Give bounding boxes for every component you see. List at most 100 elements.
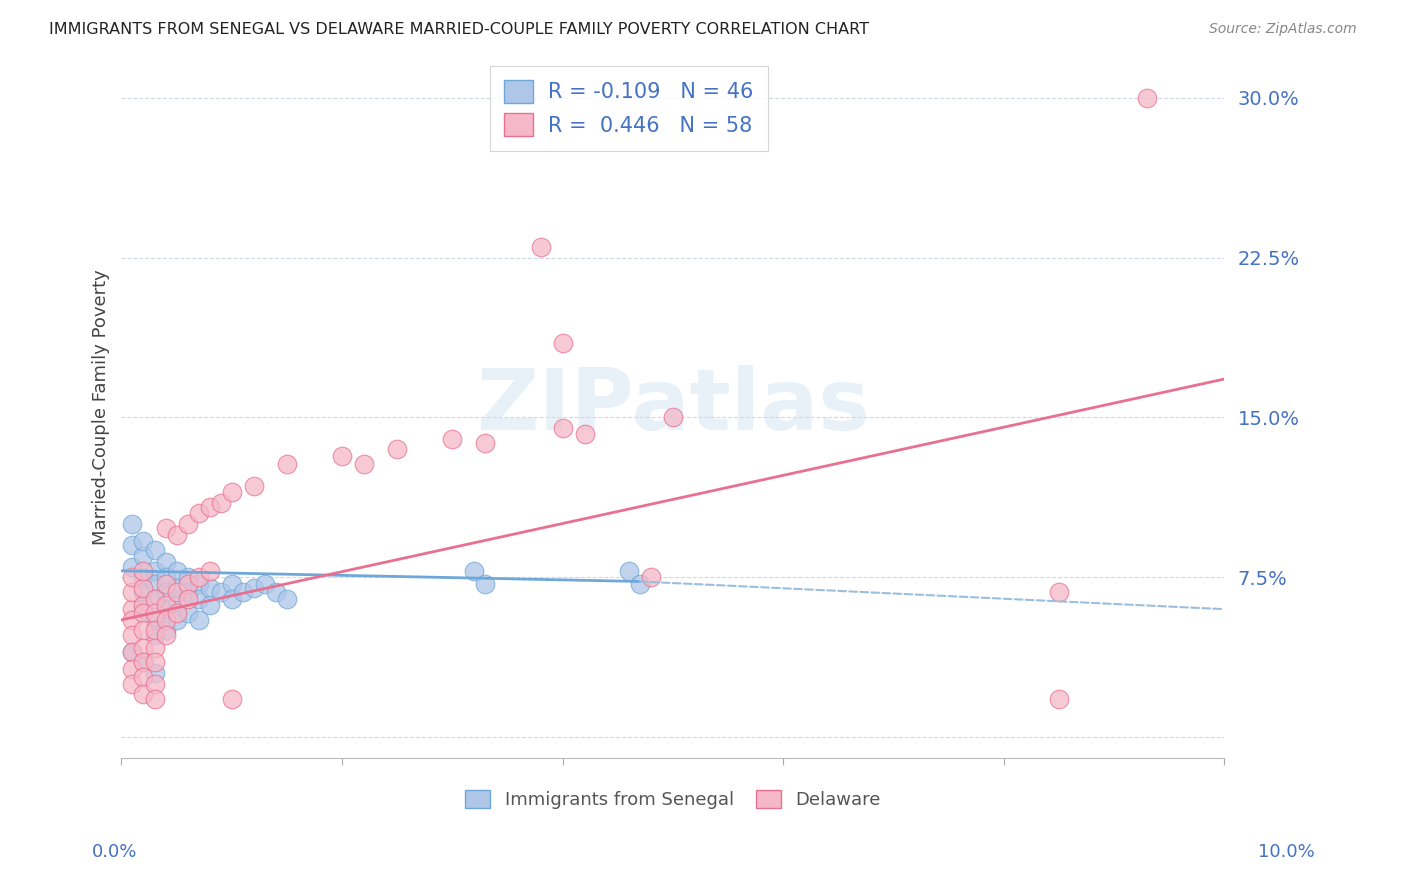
Point [143,691,166,706]
Point [187,576,209,591]
Point [232,585,254,599]
Point [132,687,155,701]
Point [385,442,408,457]
Point [253,576,276,591]
Point [166,613,188,627]
Point [143,613,166,627]
Point [276,457,298,471]
Point [187,570,209,584]
Point [121,677,143,691]
Point [474,576,496,591]
Point [143,640,166,655]
Text: IMMIGRANTS FROM SENEGAL VS DELAWARE MARRIED-COUPLE FAMILY POVERTY CORRELATION CH: IMMIGRANTS FROM SENEGAL VS DELAWARE MARR… [49,22,869,37]
Point [132,533,155,548]
Point [463,564,485,578]
Point [143,624,166,638]
Point [132,670,155,684]
Point [132,598,155,612]
Point [155,570,177,584]
Point [187,591,209,606]
Point [330,449,353,463]
Point [176,516,198,531]
Point [198,500,221,514]
Point [121,645,143,659]
Point [640,570,662,584]
Point [176,607,198,621]
Legend: Immigrants from Senegal, Delaware: Immigrants from Senegal, Delaware [458,782,889,816]
Point [132,581,155,595]
Point [143,628,166,642]
Point [121,602,143,616]
Point [176,576,198,591]
Point [121,538,143,552]
Point [1047,585,1070,599]
Point [143,677,166,691]
Point [121,645,143,659]
Point [121,516,143,531]
Point [187,613,209,627]
Point [198,564,221,578]
Point [187,506,209,520]
Point [221,576,243,591]
Point [132,602,155,616]
Point [221,691,243,706]
Point [132,624,155,638]
Point [166,564,188,578]
Point [574,427,596,442]
Point [474,436,496,450]
Point [143,576,166,591]
Point [132,656,155,670]
Point [155,521,177,535]
Point [155,602,177,616]
Point [628,576,651,591]
Point [221,591,243,606]
Text: 10.0%: 10.0% [1258,843,1315,861]
Text: ZIPatlas: ZIPatlas [477,365,870,449]
Point [155,576,177,591]
Point [121,628,143,642]
Point [143,542,166,557]
Point [166,527,188,541]
Point [166,585,188,599]
Point [121,585,143,599]
Point [243,478,266,492]
Point [143,607,166,621]
Point [209,495,232,509]
Text: Source: ZipAtlas.com: Source: ZipAtlas.com [1209,22,1357,37]
Point [176,591,198,606]
Point [121,613,143,627]
Point [441,432,464,446]
Point [132,640,155,655]
Point [143,564,166,578]
Point [198,598,221,612]
Point [121,570,143,584]
Text: 0.0%: 0.0% [91,843,136,861]
Point [243,581,266,595]
Point [209,585,232,599]
Point [132,549,155,563]
Point [551,335,574,350]
Point [132,607,155,621]
Point [662,410,685,425]
Point [529,240,551,254]
Point [143,591,166,606]
Point [221,485,243,500]
Point [155,613,177,627]
Point [166,581,188,595]
Point [617,564,640,578]
Point [155,555,177,569]
Point [1136,91,1159,105]
Point [132,585,155,599]
Point [198,581,221,595]
Point [132,656,155,670]
Point [176,570,198,584]
Point [121,559,143,574]
Point [155,628,177,642]
Point [155,598,177,612]
Point [166,607,188,621]
Point [132,564,155,578]
Point [166,598,188,612]
Point [1047,691,1070,706]
Point [155,624,177,638]
Point [551,421,574,435]
